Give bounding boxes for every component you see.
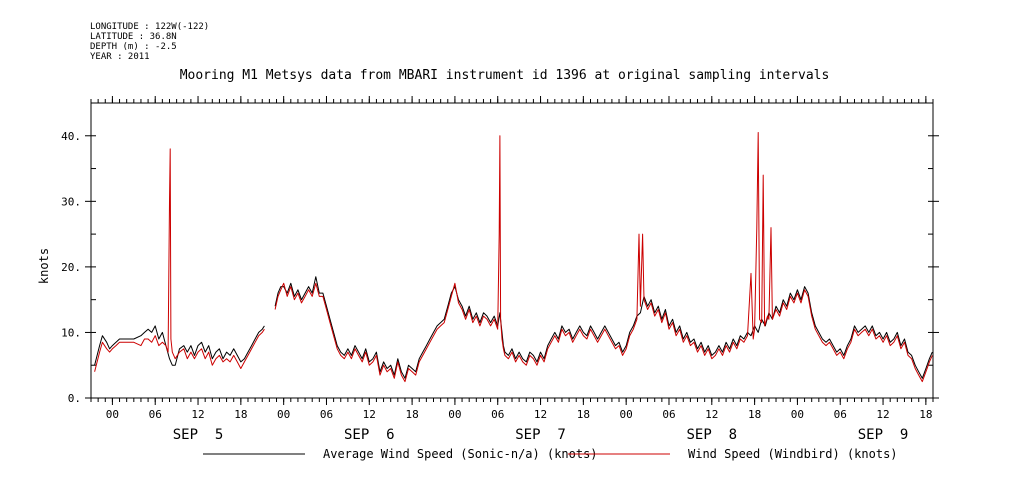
y-tick-label: 10. <box>61 326 81 339</box>
x-tick-label: 18 <box>919 408 932 421</box>
x-day-label: SEP 5 <box>173 427 224 443</box>
x-tick-label: 00 <box>791 408 804 421</box>
y-tick-label: 40. <box>61 130 81 143</box>
depth-label: DEPTH (m) : -2.5 <box>90 42 177 52</box>
x-tick-label: 06 <box>320 408 333 421</box>
legend-label-series-1: Wind Speed (Windbird) (knots) <box>688 447 898 461</box>
y-tick-label: 0. <box>68 392 81 405</box>
x-tick-label: 00 <box>106 408 119 421</box>
x-tick-label: 12 <box>705 408 718 421</box>
x-tick-label: 06 <box>149 408 162 421</box>
x-day-label: SEP 8 <box>687 427 738 443</box>
x-tick-label: 06 <box>834 408 847 421</box>
metadata-block: LONGITUDE : 122W(-122) LATITUDE : 36.8N … <box>90 22 209 62</box>
x-tick-label: 18 <box>748 408 761 421</box>
y-axis-label: knots <box>37 248 51 284</box>
x-tick-label: 06 <box>491 408 504 421</box>
x-tick-label: 18 <box>234 408 247 421</box>
x-tick-label: 18 <box>577 408 590 421</box>
plot-frame <box>90 102 934 399</box>
legend: Average Wind Speed (Sonic-n/a) (knots) W… <box>203 447 898 461</box>
legend-label-series-0: Average Wind Speed (Sonic-n/a) (knots) <box>323 447 598 461</box>
x-day-label: SEP 9 <box>858 427 909 443</box>
series-line-1 <box>94 132 933 383</box>
longitude-label: LONGITUDE : 122W(-122) <box>90 22 210 32</box>
x-tick-label: 12 <box>363 408 376 421</box>
x-day-label: SEP 6 <box>344 427 395 443</box>
x-tick-label: 12 <box>534 408 547 421</box>
x-tick-label: 18 <box>405 408 418 421</box>
x-tick-label: 06 <box>662 408 675 421</box>
x-tick-label: 00 <box>448 408 461 421</box>
chart-title: Mooring M1 Metsys data from MBARI instru… <box>179 68 830 83</box>
y-tick-label: 30. <box>61 195 81 208</box>
x-tick-label: 00 <box>620 408 633 421</box>
x-day-label: SEP 7 <box>515 427 566 443</box>
latitude-label: LATITUDE : 36.8N <box>90 32 177 42</box>
year-label: YEAR : 2011 <box>90 52 150 62</box>
series-line-0 <box>94 276 933 379</box>
x-tick-label: 12 <box>191 408 204 421</box>
x-tick-label: 00 <box>277 408 290 421</box>
y-tick-label: 20. <box>61 261 81 274</box>
x-tick-label: 12 <box>876 408 889 421</box>
